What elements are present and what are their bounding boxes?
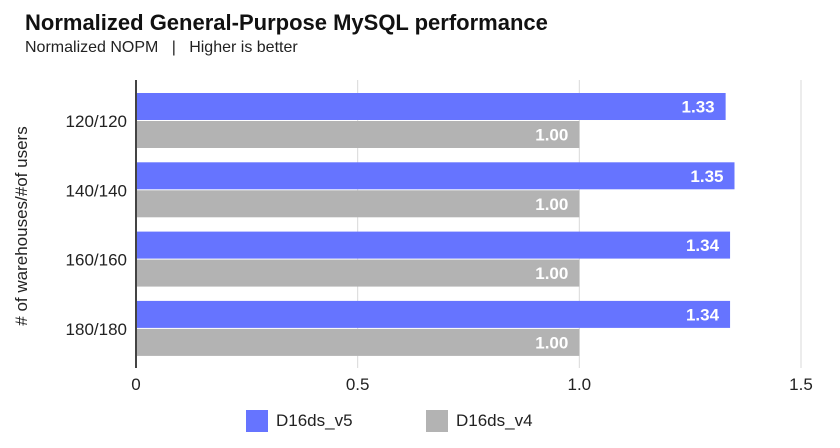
y-tick-label-140/140: 140/140 — [66, 181, 127, 200]
bar-D16ds_v4-160/160 — [136, 259, 580, 287]
legend-label-v5: D16ds_v5 — [276, 411, 353, 430]
y-tick-label-120/120: 120/120 — [66, 112, 127, 131]
data-label-D16ds_v5-140/140: 1.35 — [690, 167, 723, 186]
y-tick-label-160/160: 160/160 — [66, 251, 127, 270]
data-label-D16ds_v5-160/160: 1.34 — [686, 236, 720, 255]
legend-item-v4: D16ds_v4 — [426, 409, 533, 433]
x-tick-label-2: 1.0 — [568, 375, 592, 394]
legend-swatch-v4 — [426, 410, 448, 432]
bar-D16ds_v5-140/140 — [136, 162, 735, 190]
x-tick-label-3: 1.5 — [789, 375, 813, 394]
data-label-D16ds_v4-180/180: 1.00 — [535, 333, 568, 352]
x-tick-label-0: 0 — [131, 375, 140, 394]
bar-D16ds_v4-140/140 — [136, 190, 580, 218]
chart-title: Normalized General-Purpose MySQL perform… — [25, 10, 548, 35]
bar-D16ds_v5-120/120 — [136, 93, 726, 120]
y-tick-label-180/180: 180/180 — [66, 320, 127, 339]
legend-item-v5: D16ds_v5 — [246, 409, 353, 433]
data-label-D16ds_v5-180/180: 1.34 — [686, 305, 720, 324]
legend-swatch-v5 — [246, 410, 268, 432]
data-label-D16ds_v4-120/120: 1.00 — [535, 126, 568, 145]
bar-D16ds_v5-180/180 — [136, 300, 731, 328]
x-tick-label-1: 0.5 — [346, 375, 370, 394]
legend-label-v4: D16ds_v4 — [456, 411, 533, 430]
bar-D16ds_v4-120/120 — [136, 121, 580, 148]
bar-D16ds_v5-160/160 — [136, 231, 731, 259]
chart-subtitle: Normalized NOPM | Higher is better — [25, 39, 298, 56]
data-label-D16ds_v5-120/120: 1.33 — [682, 98, 715, 117]
data-label-D16ds_v4-140/140: 1.00 — [535, 195, 568, 214]
data-label-D16ds_v4-160/160: 1.00 — [535, 264, 568, 283]
bar-D16ds_v4-180/180 — [136, 328, 580, 356]
